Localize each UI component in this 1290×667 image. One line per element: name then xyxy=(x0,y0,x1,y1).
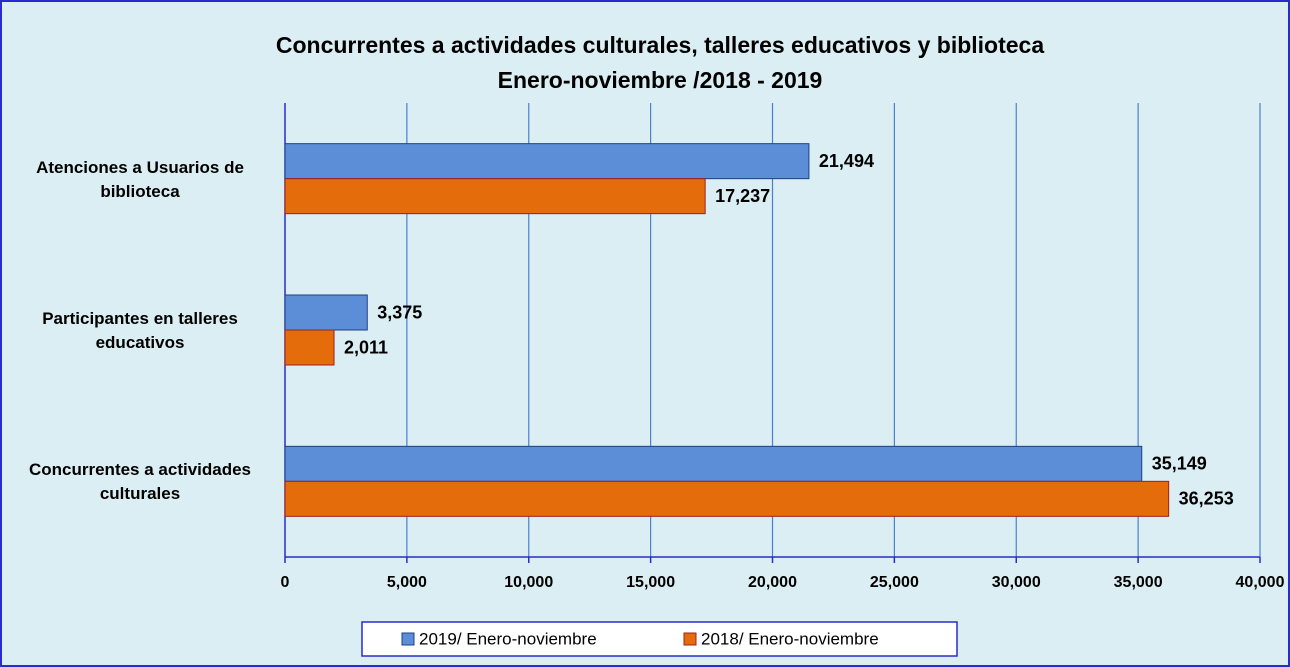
legend-box xyxy=(361,621,958,657)
bar xyxy=(284,294,368,331)
value-label: 3,375 xyxy=(377,302,422,322)
x-tick-label: 0 xyxy=(281,574,290,591)
x-tick-label: 15,000 xyxy=(626,574,675,591)
bar xyxy=(284,480,1170,517)
x-tick-label: 30,000 xyxy=(992,574,1041,591)
bar xyxy=(284,143,810,180)
legend-swatch xyxy=(683,632,697,646)
x-tick-label: 10,000 xyxy=(504,574,553,591)
value-label: 35,149 xyxy=(1152,454,1207,474)
y-tick-label: Concurrentes a actividades culturales xyxy=(28,460,252,504)
x-tick-label: 20,000 xyxy=(748,574,797,591)
y-tick-label: Participantes en talleres educativos xyxy=(42,309,238,352)
y-tick-label: Atenciones a Usuarios de biblioteca xyxy=(36,157,244,201)
chart-title: Concurrentes a actividades culturales, t… xyxy=(276,32,1044,58)
x-tick-label: 40,000 xyxy=(1236,574,1285,591)
value-label: 21,494 xyxy=(819,151,874,171)
x-tick-label: 5,000 xyxy=(387,574,427,591)
legend-swatch xyxy=(401,632,415,646)
value-label: 36,253 xyxy=(1179,489,1234,509)
value-label: 2,011 xyxy=(344,337,388,357)
x-tick-label: 35,000 xyxy=(1114,574,1163,591)
legend-label: 2019/ Enero-noviembre xyxy=(419,629,597,648)
x-tick-label: 25,000 xyxy=(870,574,919,591)
bar xyxy=(284,178,706,215)
bar xyxy=(284,329,335,366)
legend-label: 2018/ Enero-noviembre xyxy=(701,629,879,648)
bar xyxy=(284,445,1143,482)
value-label: 17,237 xyxy=(715,186,770,206)
chart-subtitle: Enero-noviembre /2018 - 2019 xyxy=(498,67,823,93)
